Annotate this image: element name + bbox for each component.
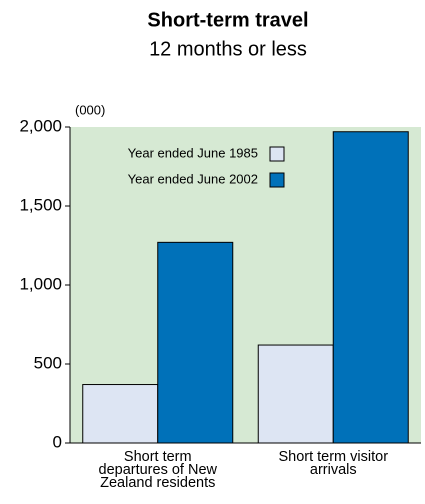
- bar: [82, 384, 159, 444]
- y-tick-label: 1,000: [19, 274, 62, 293]
- x-tick-label: Short term: [124, 449, 192, 465]
- chart-title: Short-term travel: [147, 9, 308, 31]
- legend-swatch: [269, 172, 285, 188]
- bar: [332, 131, 409, 444]
- y-tick-label: 1,500: [19, 195, 62, 214]
- legend-label: Year ended June 2002: [128, 171, 258, 186]
- x-tick-label: departures of New: [99, 462, 218, 478]
- x-tick-label: Short term visitor: [278, 449, 388, 465]
- legend-swatch: [269, 146, 285, 162]
- legend-label: Year ended June 1985: [128, 145, 258, 160]
- x-tick-label: arrivals: [310, 462, 357, 478]
- y-unit: (000): [75, 102, 105, 117]
- bar: [257, 344, 334, 444]
- x-tick-label: Zealand residents: [100, 475, 215, 491]
- chart-subtitle: 12 months or less: [149, 38, 307, 60]
- y-tick-label: 0: [53, 432, 62, 451]
- y-tick-label: 500: [34, 353, 62, 372]
- bar: [157, 241, 234, 444]
- y-tick-label: 2,000: [19, 116, 62, 135]
